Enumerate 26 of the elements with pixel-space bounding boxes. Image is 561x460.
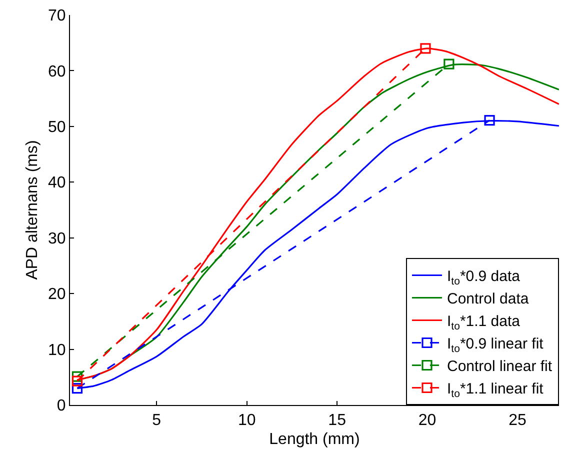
point: [444, 58, 454, 70]
legend-label: Control data: [447, 290, 530, 308]
y-tick-label: 10: [48, 342, 66, 359]
y-tick-label: 30: [48, 230, 66, 248]
x-tick-label: 5: [152, 412, 162, 430]
y-tick-label: 40: [48, 174, 66, 192]
legend-label: Control linear fit: [447, 358, 553, 376]
y-tick-label: 50: [48, 119, 66, 136]
point: [484, 115, 495, 126]
x-axis-title: Length (mm): [269, 430, 360, 448]
y-axis-title: APD alternans (ms): [24, 140, 41, 280]
y-tick-label: 0: [56, 398, 66, 415]
point: [72, 382, 83, 394]
point: [420, 43, 431, 54]
legend-label: I$_{to}$*1.1 linear fit: [447, 380, 544, 400]
y-tick-label: 60: [48, 63, 66, 80]
y-tick-label: 20: [48, 286, 66, 304]
x-tick-label: 10: [238, 412, 256, 430]
legend-label: I$_{to}$*1.1 data: [447, 313, 521, 332]
x-tick-label: 25: [508, 412, 526, 430]
x-tick-label: 15: [328, 412, 346, 430]
y-tick-label: 70: [48, 8, 66, 25]
legend-label: I$_{to}$*0.9 data: [447, 268, 521, 288]
x-tick-label: 20: [418, 412, 436, 430]
legend-label: I$_{to}$*0.9 linear fit: [447, 336, 544, 355]
point: [72, 376, 83, 386]
